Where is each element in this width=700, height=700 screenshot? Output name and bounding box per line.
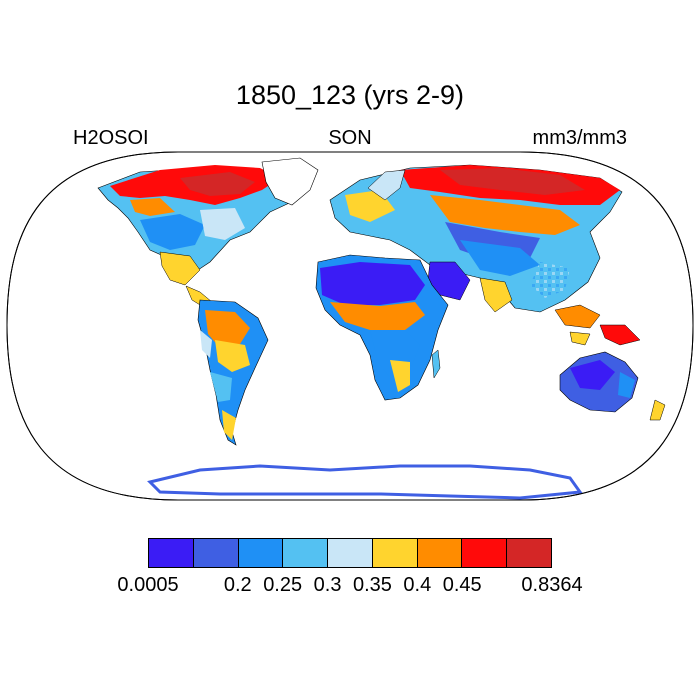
eurasia — [329, 164, 623, 313]
north-america — [97, 157, 319, 309]
africa — [315, 254, 449, 401]
variable-label: H2OSOI — [73, 127, 149, 149]
colorbar-tick-label: 0.4 — [403, 574, 432, 596]
colorbar-tick-label: 0.35 — [352, 574, 392, 596]
map-title: 1850_123 (yrs 2-9) — [235, 80, 465, 110]
colorbar-tick-label: 0.3 — [313, 574, 342, 596]
colorbar-tick-label: 0.0005 — [117, 574, 179, 596]
colorbar-tick-label: 0.25 — [263, 574, 303, 596]
colorbar-tick-label: 0.45 — [442, 574, 482, 596]
south-america — [197, 299, 269, 446]
units-label: mm3/mm3 — [532, 127, 627, 149]
colorbar-swatch — [462, 539, 508, 567]
colorbar — [148, 538, 552, 568]
australia — [559, 351, 666, 421]
colorbar-swatch — [283, 539, 329, 567]
colorbar-swatch — [193, 539, 239, 567]
colorbar-tick-label: 0.2 — [223, 574, 252, 596]
colorbar-swatch — [149, 539, 194, 567]
colorbar-swatch — [238, 539, 284, 567]
colorbar-swatch — [372, 539, 418, 567]
maritime-asia — [554, 304, 641, 346]
season-label: SON — [328, 127, 372, 149]
colorbar-swatch — [417, 539, 463, 567]
antarctica — [147, 464, 583, 500]
colorbar-swatch — [328, 539, 373, 567]
colorbar-swatch — [507, 539, 552, 567]
colorbar-tick-label: 0.8364 — [521, 574, 583, 596]
